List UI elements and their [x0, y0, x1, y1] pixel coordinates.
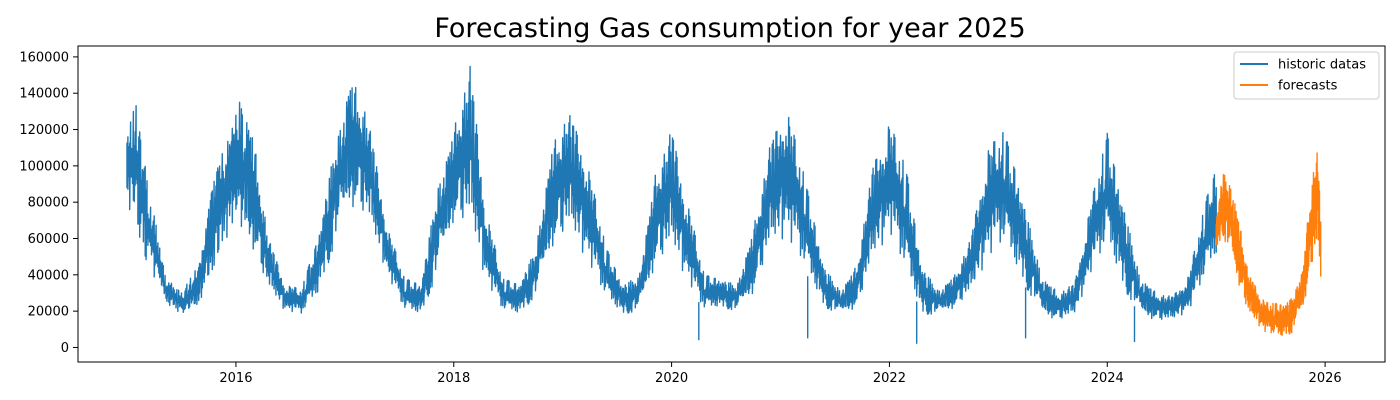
x-axis: 2016 2018 2020 2022 2024 2026 [219, 362, 1342, 386]
y-tick-label: 120000 [19, 123, 69, 138]
plot-background [78, 46, 1385, 362]
y-tick-label: 80000 [28, 196, 69, 211]
series-layer [126, 65, 1322, 344]
plot-frame [77, 45, 1386, 363]
x-tick-label: 2016 [219, 371, 252, 386]
y-tick-label: 140000 [19, 87, 69, 102]
x-tick-label: 2020 [655, 371, 688, 386]
series-line-forecasts [1215, 152, 1322, 337]
x-tick-label: 2022 [873, 371, 906, 386]
plot-area: 2016 2018 2020 2022 2024 2026 0 20000 40000 6000… [19, 45, 1386, 386]
x-tick-label: 2018 [437, 371, 470, 386]
legend-label-historic: historic datas [1278, 58, 1366, 73]
chart-title: Forecasting Gas consumption for year 202… [434, 13, 1025, 44]
y-axis: 0 20000 40000 60000 80000 100000 120000 140000 1… [19, 50, 78, 356]
y-tick-label: 60000 [28, 232, 69, 247]
series-line-historic [126, 65, 1217, 344]
y-tick-label: 100000 [19, 159, 69, 174]
legend: historic datas forecasts [1233, 51, 1380, 100]
y-tick-label: 160000 [19, 50, 69, 65]
y-tick-label: 0 [61, 341, 69, 356]
y-tick-label: 20000 [28, 305, 69, 320]
legend-box [1233, 51, 1380, 100]
y-tick-label: 40000 [28, 268, 69, 283]
x-tick-label: 2024 [1091, 371, 1124, 386]
legend-label-forecasts: forecasts [1278, 79, 1338, 94]
x-tick-label: 2026 [1309, 371, 1342, 386]
